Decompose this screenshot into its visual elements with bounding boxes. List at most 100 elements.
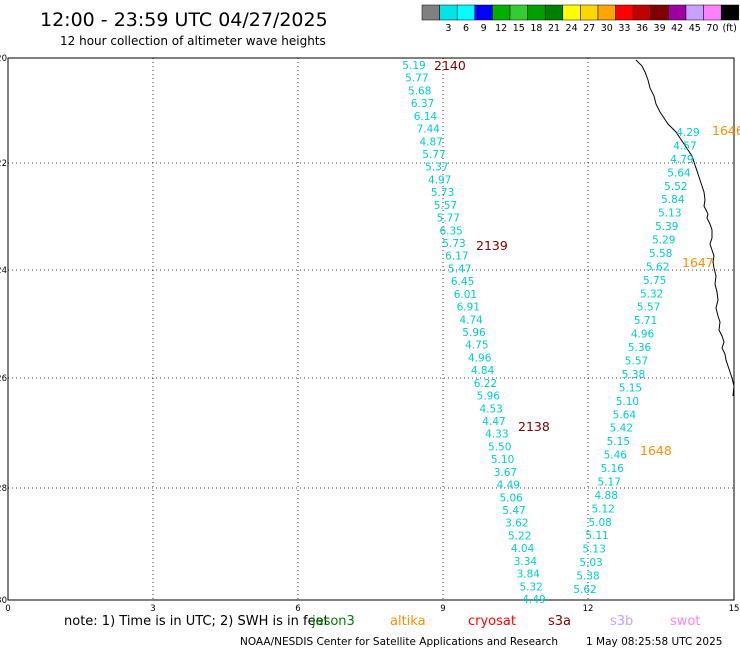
wave-height-label: 5.73 — [442, 238, 465, 250]
legend-swatch — [720, 4, 740, 21]
wave-height-label: 5.19 — [402, 60, 425, 72]
map-title: 12:00 - 23:59 UTC 04/27/2025 — [40, 9, 328, 31]
wave-height-label: 5.36 — [628, 342, 652, 354]
wave-height-label: 5.29 — [652, 235, 675, 247]
wave-height-label: 5.13 — [582, 544, 605, 556]
wave-height-label: 5.06 — [499, 492, 523, 504]
wave-height-label: 4.57 — [673, 140, 696, 152]
wave-height-label: 4.84 — [471, 365, 495, 377]
wave-height-label: 6.01 — [454, 289, 477, 301]
wave-height-label: 5.84 — [661, 194, 685, 206]
footer-note: note: 1) Time is in UTC; 2) SWH is in fe… — [64, 614, 329, 629]
wave-height-label: 3.62 — [505, 518, 528, 530]
legend-swatch — [544, 4, 564, 21]
x-tick-label: 0 — [5, 604, 10, 614]
legend-swatch — [509, 4, 528, 21]
wave-height-label: 6.17 — [445, 251, 468, 263]
legend-label: 30 — [601, 23, 613, 34]
wave-height-label: 5.42 — [610, 423, 633, 435]
legend-label: 12 — [495, 23, 507, 34]
satellite-name: s3b — [610, 614, 633, 629]
wave-height-label: 3.84 — [517, 569, 541, 581]
wave-height-label: 5.37 — [425, 162, 448, 174]
wave-height-label: 6.91 — [457, 302, 480, 314]
legend-label: 33 — [618, 23, 630, 34]
y-tick-label: 22 — [0, 159, 7, 169]
legend-label: 27 — [583, 23, 595, 34]
legend-swatch — [474, 4, 493, 21]
y-tick-label: 24 — [0, 266, 7, 276]
credit-text: NOAA/NESDIS Center for Satellite Applica… — [240, 636, 558, 648]
coastline — [635, 59, 735, 397]
wave-height-label: 5.46 — [604, 450, 628, 462]
wave-height-label: 5.57 — [434, 200, 457, 212]
wave-height-label: 5.17 — [598, 476, 621, 488]
pass-id-label: 1646 — [712, 123, 740, 138]
legend-swatch — [685, 4, 704, 21]
axis-ticks: 20 22 24 26 28 300 3 6 9 12 15 — [0, 54, 739, 614]
wave-height-label: 4.47 — [482, 416, 505, 428]
legend-swatch — [632, 4, 652, 21]
x-tick-label: 6 — [295, 604, 300, 614]
legend-label: 45 — [689, 23, 701, 34]
wave-height-label: 5.52 — [664, 181, 687, 193]
satellite-tracks: 5.195.775.686.376.147.444.875.775.374.97… — [402, 58, 740, 606]
wave-height-label: 5.62 — [646, 261, 669, 273]
plot-frame — [7, 57, 735, 601]
wave-height-label: 5.77 — [405, 73, 428, 85]
satellite-name: swot — [670, 614, 700, 629]
wave-height-label: 5.10 — [491, 454, 514, 466]
wave-height-label: 4.75 — [465, 340, 488, 352]
wave-height-label: 5.57 — [625, 356, 648, 368]
legend-label: 6 — [463, 23, 469, 34]
wave-height-label: 5.68 — [408, 85, 431, 97]
wave-height-label: 5.77 — [422, 149, 445, 161]
legend-unit: (ft) — [722, 23, 736, 34]
x-tick-label: 9 — [440, 604, 445, 614]
wave-height-label: 5.15 — [619, 382, 642, 394]
wave-height-label: 5.10 — [616, 396, 639, 408]
wave-height-label: 5.32 — [519, 581, 542, 593]
legend-swatch — [650, 4, 669, 21]
wave-height-label: 5.12 — [591, 503, 614, 515]
legend-label: 24 — [566, 23, 578, 34]
map-subtitle: 12 hour collection of altimeter wave hei… — [60, 34, 326, 48]
wave-height-label: 4.49 — [522, 594, 545, 606]
legend-swatch — [421, 4, 440, 21]
wave-height-label: 4.49 — [497, 480, 520, 492]
legend-label: 42 — [671, 23, 683, 34]
wave-height-label: 5.77 — [437, 213, 460, 225]
wave-height-label: 6.37 — [411, 98, 434, 110]
legend-label: 70 — [706, 23, 718, 34]
grid-lines — [8, 58, 734, 600]
legend-swatch — [580, 4, 599, 21]
wave-height-label: 4.29 — [676, 127, 699, 139]
wave-height-label: 6.14 — [414, 111, 438, 123]
pass-id-label: 1647 — [682, 255, 714, 270]
legend-swatch — [597, 4, 616, 21]
x-tick-label: 12 — [583, 604, 594, 614]
wave-height-label: 5.03 — [579, 557, 602, 569]
wave-height-label: 5.64 — [667, 167, 691, 179]
wave-height-label: 4.87 — [419, 136, 442, 148]
pass-id-label: 2139 — [476, 238, 508, 253]
wave-height-label: 4.96 — [631, 329, 655, 341]
y-tick-label: 28 — [0, 484, 7, 494]
wave-height-label: 5.50 — [488, 441, 511, 453]
wave-height-label: 5.39 — [655, 221, 678, 233]
timestamp-text: 1 May 08:25:58 UTC 2025 — [586, 636, 722, 648]
pass-id-label: 2140 — [434, 58, 466, 73]
wave-height-label: 5.38 — [576, 571, 599, 583]
legend-label: 9 — [481, 23, 487, 34]
legend-swatch — [527, 4, 546, 21]
wave-height-label: 5.32 — [640, 288, 663, 300]
wave-height-label: 6.22 — [474, 378, 497, 390]
wave-height-label: 5.58 — [649, 248, 672, 260]
wave-height-label: 5.96 — [477, 391, 501, 403]
legend-label: 36 — [636, 23, 648, 34]
pass-id-label: 2138 — [518, 419, 550, 434]
wave-height-label: 5.15 — [607, 436, 630, 448]
wave-height-label: 4.74 — [459, 314, 483, 326]
